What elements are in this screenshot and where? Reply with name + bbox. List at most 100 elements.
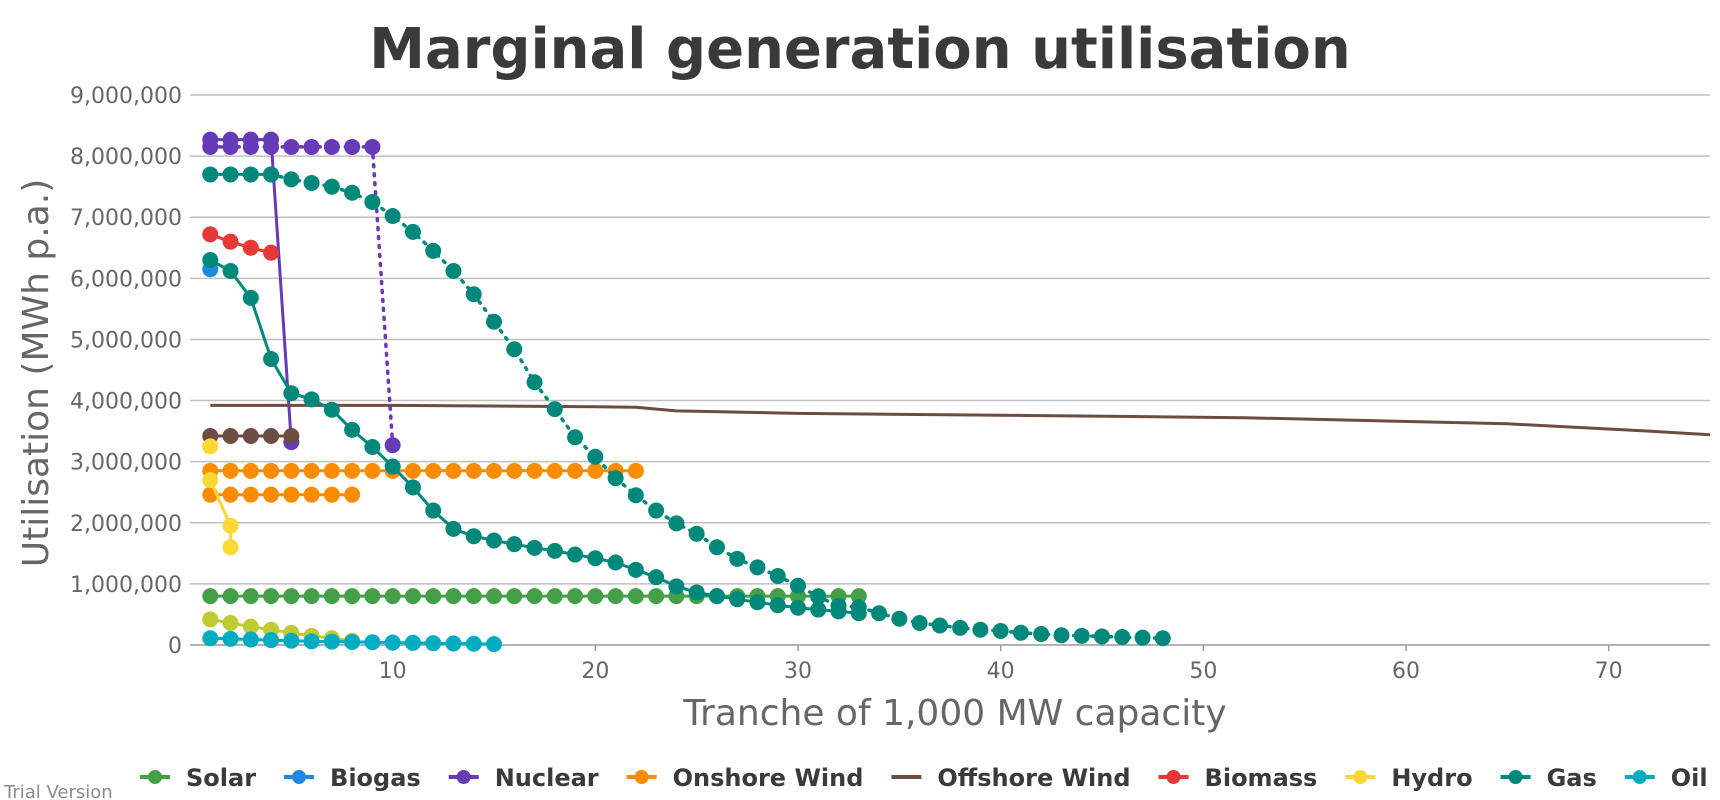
data-point: [506, 536, 523, 553]
series-hydro: [202, 472, 239, 556]
data-point: [222, 486, 239, 503]
data-point: [202, 166, 219, 183]
legend-label: Hydro: [1391, 764, 1472, 792]
data-point: [344, 486, 361, 503]
data-point: [445, 520, 462, 537]
data-point: [668, 515, 685, 532]
data-point: [587, 550, 604, 567]
series-offshore-wind: [210, 403, 1711, 437]
data-point: [283, 171, 300, 188]
x-axis-title: Tranche of 1,000 MW capacity: [682, 693, 1226, 734]
data-point: [668, 578, 685, 595]
data-point: [465, 528, 482, 545]
legend-label: Biomass: [1205, 764, 1318, 792]
data-point: [323, 462, 340, 479]
data-point: [384, 437, 401, 454]
data-point: [506, 341, 523, 358]
data-point: [1033, 626, 1050, 642]
legend-item-biogas[interactable]: Biogas: [284, 764, 421, 792]
trial-watermark: Trial Version: [3, 782, 113, 800]
x-tick-label: 40: [987, 659, 1015, 684]
data-point: [263, 244, 280, 261]
data-point: [567, 588, 584, 605]
series-hydro: [202, 438, 219, 455]
data-point: [546, 401, 563, 418]
data-point: [323, 588, 340, 605]
data-point: [648, 502, 665, 519]
legend-marker: [456, 770, 471, 784]
legend-label: Gas: [1547, 764, 1597, 792]
data-point: [242, 631, 259, 648]
data-point: [688, 584, 705, 601]
data-point: [364, 138, 381, 155]
data-point: [708, 539, 725, 556]
data-point: [567, 462, 584, 479]
data-point: [486, 313, 502, 330]
data-point: [344, 138, 361, 155]
data-point: [445, 263, 462, 279]
data-point: [222, 539, 239, 556]
data-point: [445, 462, 462, 479]
data-point: [790, 577, 806, 594]
y-tick-label: 3,000,000: [70, 451, 182, 476]
data-point: [283, 632, 300, 649]
data-point: [222, 630, 239, 647]
data-point: [627, 588, 644, 605]
data-point: [384, 458, 401, 475]
series-biomass: [202, 226, 280, 261]
data-point: [567, 546, 584, 563]
series-line: [208, 145, 395, 447]
gridlines: [190, 94, 1710, 646]
series-onshore-wind: [202, 486, 361, 503]
legend-marker: [1632, 770, 1647, 784]
data-point: [222, 233, 239, 250]
legend-label: Offshore Wind: [937, 764, 1130, 792]
data-point: [404, 479, 421, 496]
data-point: [283, 588, 300, 605]
data-point: [202, 138, 219, 155]
legend-item-gas[interactable]: Gas: [1500, 764, 1597, 792]
data-point: [202, 630, 219, 647]
data-point: [790, 599, 806, 616]
data-point: [202, 226, 219, 243]
data-point: [465, 635, 482, 652]
data-point: [1134, 629, 1151, 646]
data-point: [486, 462, 502, 479]
y-tick-label: 0: [168, 634, 182, 659]
data-point: [546, 588, 563, 605]
data-point: [891, 610, 908, 627]
legend-item-onshore-wind[interactable]: Onshore Wind: [626, 764, 864, 792]
data-point: [445, 635, 462, 652]
data-point: [688, 525, 705, 542]
legend-item-biomass[interactable]: Biomass: [1158, 764, 1318, 792]
legend-marker: [292, 770, 307, 784]
data-point: [850, 588, 867, 605]
legend-marker: [148, 770, 162, 784]
data-point: [323, 486, 340, 503]
data-point: [992, 622, 1009, 639]
data-point: [486, 636, 502, 653]
series-line: [210, 403, 1711, 437]
legend-item-hydro[interactable]: Hydro: [1345, 764, 1473, 792]
data-point: [222, 462, 239, 479]
data-point: [749, 594, 766, 611]
data-point: [263, 351, 280, 367]
series-line: [209, 232, 272, 255]
legend-item-oil[interactable]: Oil: [1624, 764, 1708, 792]
data-point: [303, 138, 320, 155]
data-point: [871, 605, 888, 622]
data-point: [222, 615, 239, 631]
legend-item-offshore-wind[interactable]: Offshore Wind: [891, 764, 1131, 792]
data-point: [323, 178, 340, 195]
data-point: [931, 617, 948, 634]
data-point: [384, 634, 401, 651]
series-nuclear: [202, 138, 401, 454]
data-point: [222, 166, 239, 183]
legend-item-nuclear[interactable]: Nuclear: [448, 764, 599, 792]
data-point: [263, 428, 280, 444]
series-onshore-wind: [202, 462, 644, 479]
legend-item-solar[interactable]: Solar: [140, 764, 256, 792]
y-tick-label: 9,000,000: [70, 84, 182, 109]
data-point: [303, 633, 320, 650]
data-point: [222, 263, 239, 279]
